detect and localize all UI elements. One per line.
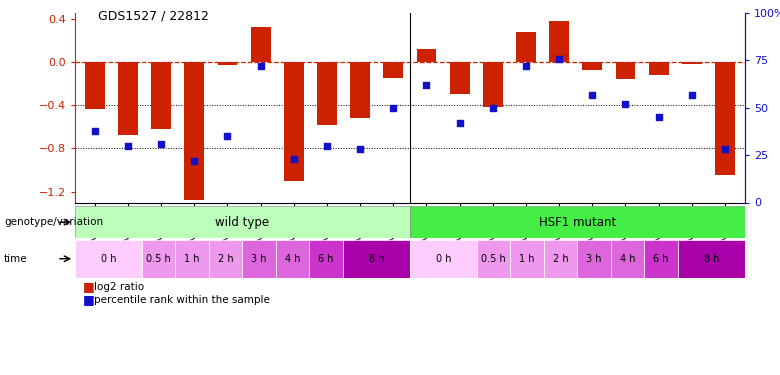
Text: 6 h: 6 h xyxy=(318,254,334,264)
Point xyxy=(387,105,399,111)
Text: ■: ■ xyxy=(83,280,94,293)
Point xyxy=(420,82,433,88)
Text: 0.5 h: 0.5 h xyxy=(481,254,506,264)
Bar xyxy=(510,240,544,278)
Text: percentile rank within the sample: percentile rank within the sample xyxy=(94,295,270,305)
Point xyxy=(619,101,632,107)
Bar xyxy=(176,240,209,278)
Text: 2 h: 2 h xyxy=(218,254,233,264)
Bar xyxy=(75,240,142,278)
Bar xyxy=(615,62,636,79)
Bar xyxy=(483,62,503,107)
Bar xyxy=(250,27,271,62)
Text: 0 h: 0 h xyxy=(436,254,451,264)
Text: wild type: wild type xyxy=(215,216,269,229)
Point xyxy=(288,156,300,162)
Point xyxy=(453,120,466,126)
Bar xyxy=(317,62,337,124)
Bar xyxy=(85,62,105,110)
Text: ■: ■ xyxy=(83,294,94,306)
Point xyxy=(718,147,731,153)
Bar xyxy=(678,240,745,278)
Bar xyxy=(350,62,370,118)
Bar xyxy=(75,206,410,238)
Bar xyxy=(583,62,602,70)
Point xyxy=(321,143,333,149)
Point xyxy=(519,63,532,69)
Bar xyxy=(410,206,745,238)
Bar xyxy=(450,62,470,94)
Text: 3 h: 3 h xyxy=(587,254,602,264)
Point xyxy=(188,158,200,164)
Text: time: time xyxy=(4,254,27,264)
Point xyxy=(354,147,367,153)
Text: 1 h: 1 h xyxy=(519,254,535,264)
Bar xyxy=(151,62,171,129)
Point xyxy=(89,128,101,134)
Point xyxy=(155,141,168,147)
Text: GDS1527 / 22812: GDS1527 / 22812 xyxy=(98,9,209,22)
Bar xyxy=(118,62,138,135)
Bar xyxy=(715,62,735,176)
Point xyxy=(122,143,134,149)
Point xyxy=(686,92,698,98)
Text: 6 h: 6 h xyxy=(654,254,669,264)
Bar xyxy=(549,21,569,62)
Text: 0 h: 0 h xyxy=(101,254,116,264)
Text: log2 ratio: log2 ratio xyxy=(94,282,144,292)
Bar xyxy=(383,62,403,78)
Text: HSF1 mutant: HSF1 mutant xyxy=(539,216,616,229)
Bar xyxy=(544,240,577,278)
Bar xyxy=(184,62,204,200)
Text: genotype/variation: genotype/variation xyxy=(4,217,103,227)
Bar xyxy=(243,240,276,278)
Bar xyxy=(682,62,702,64)
Bar xyxy=(649,62,668,75)
Bar xyxy=(276,240,310,278)
Point xyxy=(553,56,566,62)
Bar xyxy=(284,62,303,181)
Point xyxy=(586,92,598,98)
Point xyxy=(222,133,234,139)
Bar xyxy=(410,240,477,278)
Text: 8 h: 8 h xyxy=(369,254,384,264)
Bar xyxy=(310,240,343,278)
Bar xyxy=(477,240,510,278)
Bar xyxy=(644,240,678,278)
Bar xyxy=(209,240,243,278)
Bar xyxy=(417,49,437,62)
Bar xyxy=(218,62,237,65)
Text: 4 h: 4 h xyxy=(285,254,300,264)
Text: 1 h: 1 h xyxy=(184,254,200,264)
Bar xyxy=(516,32,536,62)
Bar xyxy=(577,240,611,278)
Text: 0.5 h: 0.5 h xyxy=(147,254,171,264)
Bar xyxy=(343,240,410,278)
Text: 3 h: 3 h xyxy=(251,254,267,264)
Bar xyxy=(611,240,644,278)
Text: 8 h: 8 h xyxy=(704,254,719,264)
Point xyxy=(254,63,267,69)
Text: 2 h: 2 h xyxy=(553,254,569,264)
Bar xyxy=(142,240,176,278)
Point xyxy=(652,114,665,120)
Point xyxy=(487,105,499,111)
Text: 4 h: 4 h xyxy=(620,254,636,264)
